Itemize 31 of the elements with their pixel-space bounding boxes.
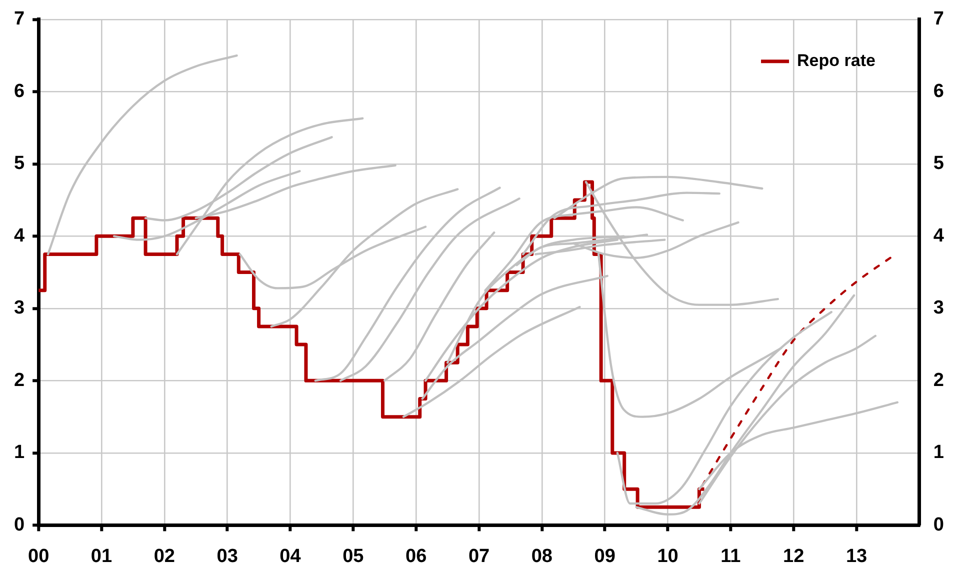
x-tick-label: 11 <box>720 546 742 567</box>
y2-tick-label: 7 <box>933 8 944 30</box>
x-tick-label: 03 <box>216 546 238 567</box>
y2-tick-label: 4 <box>933 225 944 246</box>
x-tick-label: 01 <box>90 546 112 567</box>
y2-tick-label: 1 <box>933 442 944 464</box>
x-tick-label: 05 <box>342 546 364 567</box>
x-tick-label: 10 <box>657 546 678 567</box>
x-tick-label: 02 <box>154 546 175 567</box>
x-tick-label: 08 <box>531 546 552 567</box>
x-tick-label: 00 <box>28 546 50 567</box>
y2-tick-label: 3 <box>933 298 944 319</box>
y-tick-label: 6 <box>14 80 25 102</box>
x-tick-label: 06 <box>406 546 427 567</box>
y-tick-label: 2 <box>14 370 25 391</box>
legend-label: Repo rate <box>797 51 876 70</box>
y-tick-label: 3 <box>14 298 25 319</box>
x-tick-label: 12 <box>783 546 804 567</box>
x-tick-label: 04 <box>280 546 302 567</box>
y2-tick-label: 5 <box>933 153 944 174</box>
x-tick-label: 09 <box>594 546 616 567</box>
y-tick-label: 1 <box>14 442 25 464</box>
x-tick-label: 13 <box>846 546 868 567</box>
y-tick-label: 4 <box>14 225 25 246</box>
x-tick-label: 07 <box>468 546 490 567</box>
y-tick-label: 7 <box>14 8 25 30</box>
y2-tick-label: 6 <box>933 80 944 102</box>
y-tick-label: 5 <box>14 153 25 174</box>
y2-tick-label: 2 <box>933 370 944 391</box>
y-tick-label: 0 <box>14 514 25 536</box>
y2-tick-label: 0 <box>933 514 944 536</box>
